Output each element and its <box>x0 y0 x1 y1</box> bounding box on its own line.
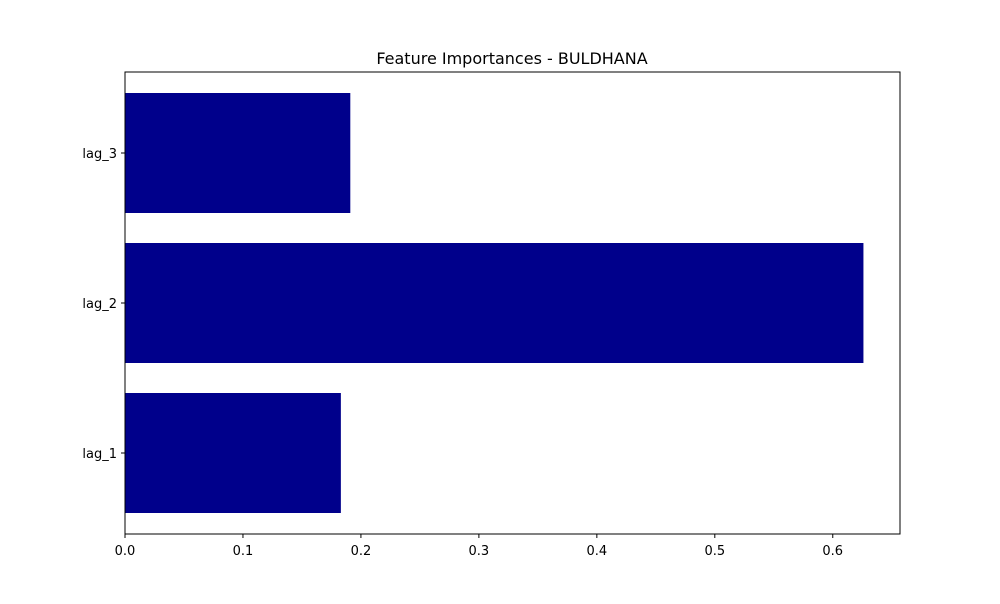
bar-lag-2 <box>125 243 864 363</box>
x-tick-label: 0.1 <box>233 544 254 559</box>
x-tick-label: 0.2 <box>351 544 372 559</box>
y-axis: lag_1 lag_2 lag_3 <box>82 147 125 462</box>
x-tick-label: 0.3 <box>469 544 490 559</box>
x-tick-label: 0.6 <box>822 544 843 559</box>
x-axis: 0.0 0.1 0.2 0.3 0.4 0.5 0.6 <box>115 534 843 559</box>
x-tick-label: 0.4 <box>586 544 607 559</box>
bars-layer <box>125 93 864 513</box>
x-tick-label: 0.5 <box>704 544 725 559</box>
y-tick-label-lag-2: lag_2 <box>82 297 117 312</box>
bar-lag-3 <box>125 93 351 213</box>
bar-lag-1 <box>125 393 341 513</box>
y-tick-label-lag-3: lag_3 <box>82 147 117 162</box>
x-tick-label: 0.0 <box>115 544 136 559</box>
chart-title: Feature Importances - BULDHANA <box>376 49 647 68</box>
y-tick-label-lag-1: lag_1 <box>82 447 117 462</box>
